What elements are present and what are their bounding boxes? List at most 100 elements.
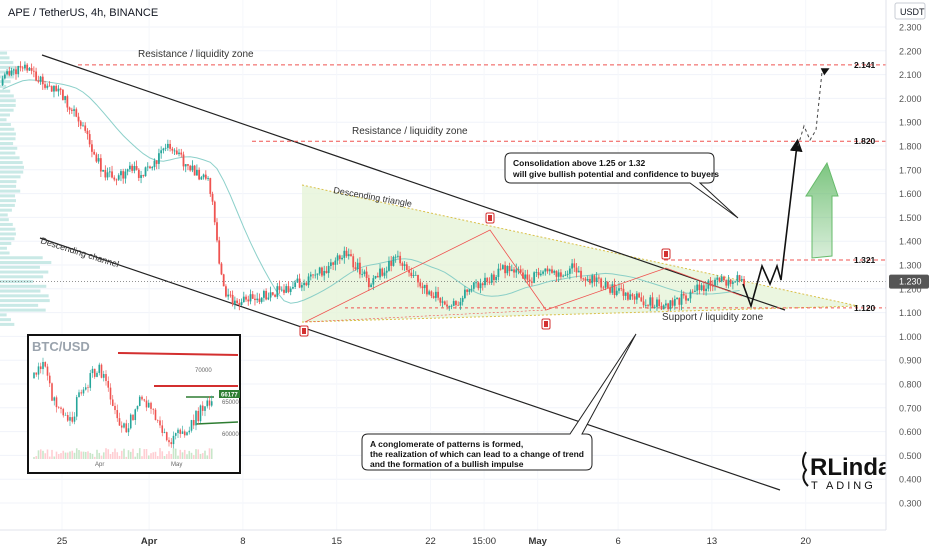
inset-candle-body <box>168 440 170 443</box>
inset-candle-body <box>190 420 193 431</box>
currency-badge[interactable]: USDT <box>894 2 926 20</box>
candle-body <box>115 179 118 181</box>
candle-body <box>88 134 91 145</box>
candle-body <box>707 280 710 289</box>
inset-volume-bar <box>195 449 197 459</box>
candle-body <box>729 279 732 284</box>
y-tick-label: 0.400 <box>899 475 922 485</box>
inset-candle-body <box>172 435 175 445</box>
candle-body <box>3 74 6 79</box>
candle-body <box>711 285 714 287</box>
candle-body <box>169 143 171 149</box>
candle-body <box>622 288 625 296</box>
price-level-label: 1.120 <box>854 303 876 313</box>
triangle-lower-line <box>301 305 859 323</box>
candle-body <box>577 270 580 273</box>
inset-candle-body <box>57 407 60 408</box>
inset-candle-body <box>183 431 186 436</box>
inset-volume <box>33 448 213 459</box>
candle-body <box>551 269 553 273</box>
consolidation-callout[interactable]: Consolidation above 1.25 or 1.32 will gi… <box>504 152 739 219</box>
candle-body <box>211 193 214 202</box>
inset-candle-body <box>170 442 173 445</box>
candle-body <box>162 148 165 151</box>
candle-body <box>470 288 473 290</box>
inset-volume-bar <box>125 456 128 459</box>
y-tick-label: 0.600 <box>899 427 922 437</box>
y-tick-label: 1.300 <box>899 261 922 271</box>
candle-body <box>327 265 330 274</box>
inset-volume-bar <box>51 449 53 459</box>
candle-body <box>220 263 223 275</box>
inset-candle-body <box>75 397 78 417</box>
candle-body <box>153 160 156 168</box>
candle-body <box>414 274 417 276</box>
candle-body <box>173 150 176 152</box>
candle-body <box>236 300 238 303</box>
candle-body <box>61 89 64 100</box>
candle-body <box>700 285 703 291</box>
volume-profile-bar <box>0 122 11 126</box>
candle-body <box>618 288 620 291</box>
candle-body <box>325 270 328 274</box>
inset-candle-body <box>208 400 211 406</box>
inset-volume-bar <box>60 453 62 459</box>
inset-candle-body <box>156 420 159 421</box>
inset-volume-bar <box>201 453 204 459</box>
candle-body <box>660 306 663 310</box>
candle-body <box>606 281 609 288</box>
inset-candle-body <box>111 399 114 406</box>
candle-body <box>642 301 645 306</box>
candle-body <box>638 293 640 298</box>
inset-candle-body <box>136 405 139 410</box>
candle-body <box>298 278 301 288</box>
candle-body <box>513 269 515 273</box>
candle-body <box>126 169 129 172</box>
inset-volume-bar <box>111 451 114 459</box>
y-tick-label: 0.500 <box>899 451 922 461</box>
candle-body <box>510 269 513 272</box>
candle-body <box>12 69 15 71</box>
consolidation-note-line2: will give bullish potential and confiden… <box>512 169 719 179</box>
candle-body <box>385 270 388 273</box>
resistance-zone-label-mid: Resistance / liquidity zone <box>352 126 468 137</box>
inset-candle-body <box>100 364 103 378</box>
inset-volume-bar <box>82 451 85 459</box>
descending-channel-upper[interactable] <box>41 54 786 311</box>
y-tick-label: 1.100 <box>899 308 922 318</box>
candle-body <box>390 261 393 266</box>
candle-body <box>84 125 87 131</box>
inset-candle-body <box>210 401 213 406</box>
candle-body <box>678 297 681 305</box>
inset-candle-body <box>93 368 96 377</box>
candle-body <box>354 267 357 270</box>
btc-inset-chart[interactable]: BTC/USD 70000 65000 60000 66177 Apr May <box>27 334 241 474</box>
inset-candle-body <box>123 423 125 428</box>
y-tick-label: 1.200 <box>899 284 922 294</box>
x-tick-label: 25 <box>57 536 68 547</box>
candle-body <box>367 277 370 288</box>
candle-body <box>566 273 569 275</box>
patterns-callout[interactable]: A conglomerate of patterns is formed, th… <box>361 333 637 471</box>
candle-body <box>450 305 453 307</box>
candle-body <box>93 151 96 155</box>
volume-profile-bar <box>0 222 13 226</box>
inset-volume-bar <box>179 449 182 459</box>
inset-candle-body <box>186 432 188 436</box>
candle-body <box>702 285 705 292</box>
candle-body <box>28 67 31 71</box>
candle-body <box>546 268 549 272</box>
inset-price-badge <box>219 390 240 398</box>
inset-candle-body <box>37 366 40 375</box>
candle-body <box>316 273 319 275</box>
candle-body <box>673 299 676 306</box>
descending-channel-lower[interactable] <box>39 237 781 491</box>
inset-volume-bar <box>48 456 51 459</box>
volume-profile-bar <box>0 113 10 117</box>
pattern-marker-d-icon-mark <box>302 328 306 334</box>
candle-body <box>254 298 256 301</box>
inset-volume-bar <box>96 449 98 459</box>
inset-candle-body <box>195 410 197 426</box>
candle-body <box>555 270 558 277</box>
